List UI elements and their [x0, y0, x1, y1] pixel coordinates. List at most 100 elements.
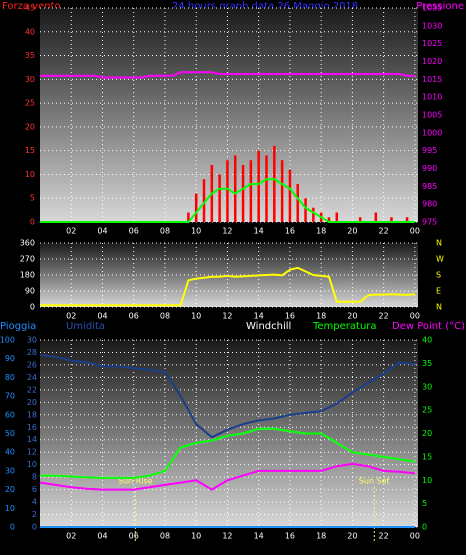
y2-tick-label: 985 — [422, 182, 437, 191]
plot-area — [40, 243, 418, 307]
y-tick-label: 30 — [25, 75, 35, 84]
x-tick-label: 14 — [254, 312, 264, 321]
legend-label: Temperatura — [312, 321, 377, 332]
x-tick-label: 06 — [129, 312, 139, 321]
y-tick-label: 35 — [25, 51, 35, 60]
y-tick-label: 0 — [30, 218, 35, 227]
series-line — [40, 427, 416, 479]
x-tick-label: 18 — [316, 227, 326, 236]
chart-title: 24 hours graph data 26 Maggio 2018 — [172, 1, 358, 12]
y2-tick-label: 40 — [422, 336, 432, 345]
y-tick-label: 180 — [20, 271, 35, 280]
y2-tick-label: 990 — [422, 164, 437, 173]
x-tick-label: 20 — [347, 227, 357, 236]
y-tick-label: 90 — [5, 354, 15, 363]
y2-tick-label: 1035 — [422, 4, 442, 13]
x-tick-label: 14 — [254, 532, 264, 541]
y-axis-title: Forza vento — [2, 1, 61, 12]
y-tick-label: 20 — [5, 485, 15, 494]
y-tick-label: 270 — [20, 255, 35, 264]
y-tick-label: 10 — [5, 504, 15, 513]
x-tick-label: 10 — [191, 312, 201, 321]
y2-tick-label: N — [436, 239, 442, 248]
y3-tick-label: 20 — [27, 398, 37, 407]
series-line — [40, 266, 415, 307]
x-tick-label: 04 — [97, 312, 107, 321]
x-tick-label: 20 — [347, 312, 357, 321]
y2-tick-label: 15 — [422, 452, 432, 461]
y3-tick-label: 12 — [27, 448, 37, 457]
series-line — [39, 354, 416, 439]
x-tick-label: 10 — [191, 227, 201, 236]
x-tick-label: 18 — [316, 532, 326, 541]
y-tick-label: 360 — [20, 239, 35, 248]
y2-tick-label: 975 — [422, 218, 437, 227]
x-tick-label: 16 — [285, 312, 295, 321]
y2-tick-label: 995 — [422, 146, 437, 155]
x-tick-label: 22 — [379, 227, 389, 236]
y-tick-label: 40 — [5, 448, 15, 457]
x-tick-label: 00 — [410, 227, 420, 236]
y3-tick-label: 10 — [27, 460, 37, 469]
x-tick-label: 22 — [379, 312, 389, 321]
y3-tick-label: 2 — [32, 510, 37, 519]
y2-tick-label: 1010 — [422, 93, 442, 102]
x-tick-label: 08 — [160, 532, 170, 541]
y2-tick-label: 10 — [422, 476, 432, 485]
y2-tick-label: 1005 — [422, 111, 442, 120]
x-tick-label: 04 — [97, 227, 107, 236]
y-tick-label: 5 — [30, 194, 35, 203]
y2-tick-label: W — [436, 255, 444, 264]
y-tick-label: 0 — [30, 303, 35, 312]
y-tick-label: 30 — [5, 466, 15, 475]
y2-tick-label: 20 — [422, 429, 432, 438]
annotation-label: Sun Set — [359, 477, 390, 486]
annotation-label: Sun Rise — [118, 477, 153, 486]
y3-tick-label: 16 — [27, 423, 37, 432]
y-tick-label: 40 — [25, 27, 35, 36]
x-tick-label: 16 — [285, 227, 295, 236]
x-tick-label: 02 — [66, 227, 76, 236]
y3-tick-label: 30 — [27, 336, 37, 345]
y-tick-label: 0 — [10, 523, 15, 532]
x-tick-label: 02 — [66, 312, 76, 321]
x-tick-label: 12 — [222, 532, 232, 541]
y3-tick-label: 22 — [27, 385, 37, 394]
series-line — [39, 462, 415, 491]
plot-area — [40, 8, 418, 222]
x-tick-label: 02 — [66, 532, 76, 541]
y2-tick-label: 1025 — [422, 39, 442, 48]
plot-area — [40, 340, 418, 527]
series-line — [40, 178, 415, 223]
y-axis-title: Umidita — [66, 321, 105, 332]
y2-tick-label: 980 — [422, 200, 437, 209]
y2-tick-label: 5 — [422, 499, 427, 508]
x-tick-label: 06 — [129, 227, 139, 236]
y-tick-label: 80 — [5, 373, 15, 382]
y-tick-label: 45 — [25, 4, 35, 13]
y2-tick-label: 1015 — [422, 75, 442, 84]
y-tick-label: 25 — [25, 99, 35, 108]
y-tick-label: 10 — [25, 170, 35, 179]
y-tick-label: 20 — [25, 122, 35, 131]
y-tick-label: 60 — [5, 410, 15, 419]
y3-tick-label: 4 — [32, 498, 37, 507]
y2-tick-label: 1030 — [422, 21, 442, 30]
y2-tick-label: N — [436, 303, 442, 312]
x-tick-label: 16 — [285, 532, 295, 541]
x-tick-label: 12 — [222, 312, 232, 321]
y3-tick-label: 8 — [32, 473, 37, 482]
y-tick-label: 15 — [25, 146, 35, 155]
y3-tick-label: 0 — [32, 523, 37, 532]
y2-tick-label: 1020 — [422, 57, 442, 66]
y2-tick-label: E — [436, 287, 441, 296]
y2-axis-title: Pressione — [416, 1, 464, 12]
x-tick-label: 00 — [410, 532, 420, 541]
y2-tick-label: 1000 — [422, 128, 442, 137]
legend-label: Windchill — [246, 321, 291, 332]
y2-tick-label: 35 — [422, 359, 432, 368]
x-tick-label: 12 — [222, 227, 232, 236]
x-tick-label: 14 — [254, 227, 264, 236]
